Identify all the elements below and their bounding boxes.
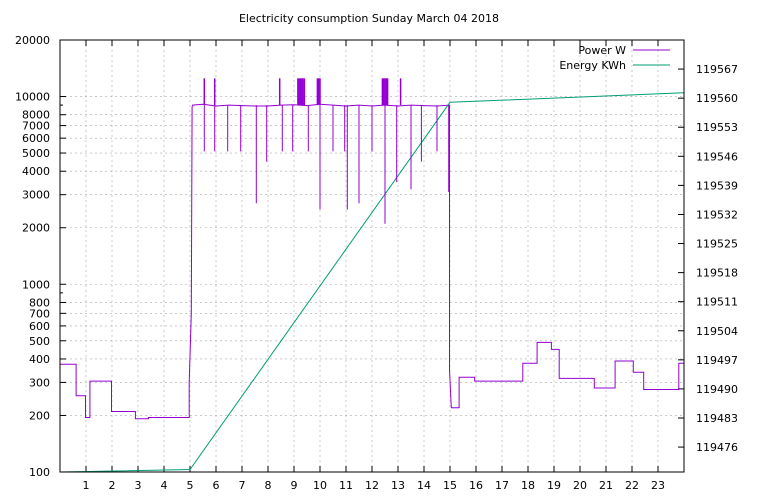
x-tick-label: 10 bbox=[313, 479, 327, 492]
x-tick-label: 22 bbox=[625, 479, 639, 492]
y2-tick-label: 119532 bbox=[696, 208, 738, 221]
x-tick-label: 6 bbox=[213, 479, 220, 492]
series-line-energy-kwh bbox=[59, 92, 685, 473]
x-tick-label: 11 bbox=[339, 479, 353, 492]
plot-border bbox=[59, 39, 685, 473]
legend: Power W Energy KWh bbox=[559, 44, 670, 72]
y-tick-label: 800 bbox=[29, 296, 50, 309]
x-tick-label: 15 bbox=[443, 479, 457, 492]
x-tick-label: 17 bbox=[495, 479, 509, 492]
x-tick-label: 16 bbox=[469, 479, 483, 492]
y-tick-label: 500 bbox=[29, 335, 50, 348]
x-tick-label: 13 bbox=[391, 479, 405, 492]
x-tick-label: 7 bbox=[239, 479, 246, 492]
legend-label: Power W bbox=[578, 44, 626, 57]
y-tick-label: 1000 bbox=[22, 278, 50, 291]
y-tick-label: 300 bbox=[29, 376, 50, 389]
x-tick-label: 20 bbox=[573, 479, 587, 492]
y2-tick-label: 119525 bbox=[696, 238, 738, 251]
y-tick-label: 8000 bbox=[22, 109, 50, 122]
y-tick-label: 100 bbox=[29, 466, 50, 479]
y-tick-label: 600 bbox=[29, 320, 50, 333]
y2-tick-label: 119567 bbox=[696, 63, 738, 76]
y2-tick-label: 119504 bbox=[696, 325, 738, 338]
y2-tick-label: 119511 bbox=[696, 296, 738, 309]
grid bbox=[60, 40, 684, 472]
x-tick-label: 3 bbox=[135, 479, 142, 492]
y2-tick-label: 119539 bbox=[696, 179, 738, 192]
y-tick-label: 400 bbox=[29, 353, 50, 366]
x-tick-label: 12 bbox=[365, 479, 379, 492]
x-tick-label: 8 bbox=[265, 479, 272, 492]
x-tick-label: 4 bbox=[161, 479, 168, 492]
y-tick-label: 20000 bbox=[15, 34, 50, 47]
y-tick-label: 10000 bbox=[15, 91, 50, 104]
x-tick-label: 21 bbox=[599, 479, 613, 492]
y2-tick-label: 119553 bbox=[696, 121, 738, 134]
x-tick-label: 1 bbox=[83, 479, 90, 492]
y-tick-label: 5000 bbox=[22, 147, 50, 160]
y2-tick-label: 119546 bbox=[696, 150, 738, 163]
y-tick-label: 4000 bbox=[22, 165, 50, 178]
y-tick-label: 700 bbox=[29, 307, 50, 320]
y2-tick-label: 119483 bbox=[696, 412, 738, 425]
y2-axis-ticks: 119476 119483 119490 119497 119504 119511 1195… bbox=[678, 63, 738, 454]
y-tick-label: 7000 bbox=[22, 120, 50, 133]
x-tick-label: 23 bbox=[651, 479, 665, 492]
x-tick-label: 5 bbox=[187, 479, 194, 492]
legend-label: Energy KWh bbox=[559, 59, 626, 72]
y-tick-label: 200 bbox=[29, 409, 50, 422]
x-tick-label: 2 bbox=[109, 479, 116, 492]
y2-tick-label: 119518 bbox=[696, 267, 738, 280]
y-tick-label: 3000 bbox=[22, 189, 50, 202]
y2-tick-label: 119476 bbox=[696, 441, 738, 454]
x-tick-label: 18 bbox=[521, 479, 535, 492]
y-tick-label: 6000 bbox=[22, 132, 50, 145]
x-axis-ticks: 1 2 3 4 5 6 7 8 9 10 11 12 13 14 15 16 17 18 19 20 21 22 23 bbox=[83, 40, 665, 492]
y2-tick-label: 119560 bbox=[696, 92, 738, 105]
chart-title: Electricity consumption Sunday March 04 … bbox=[239, 12, 499, 25]
y-tick-label: 2000 bbox=[22, 222, 50, 235]
series-line-power-w bbox=[60, 103, 684, 420]
series-layer bbox=[59, 78, 685, 473]
x-tick-label: 19 bbox=[547, 479, 561, 492]
x-tick-label: 14 bbox=[417, 479, 431, 492]
y2-tick-label: 119497 bbox=[696, 354, 738, 367]
x-tick-label: 9 bbox=[291, 479, 298, 492]
y2-tick-label: 119490 bbox=[696, 383, 738, 396]
